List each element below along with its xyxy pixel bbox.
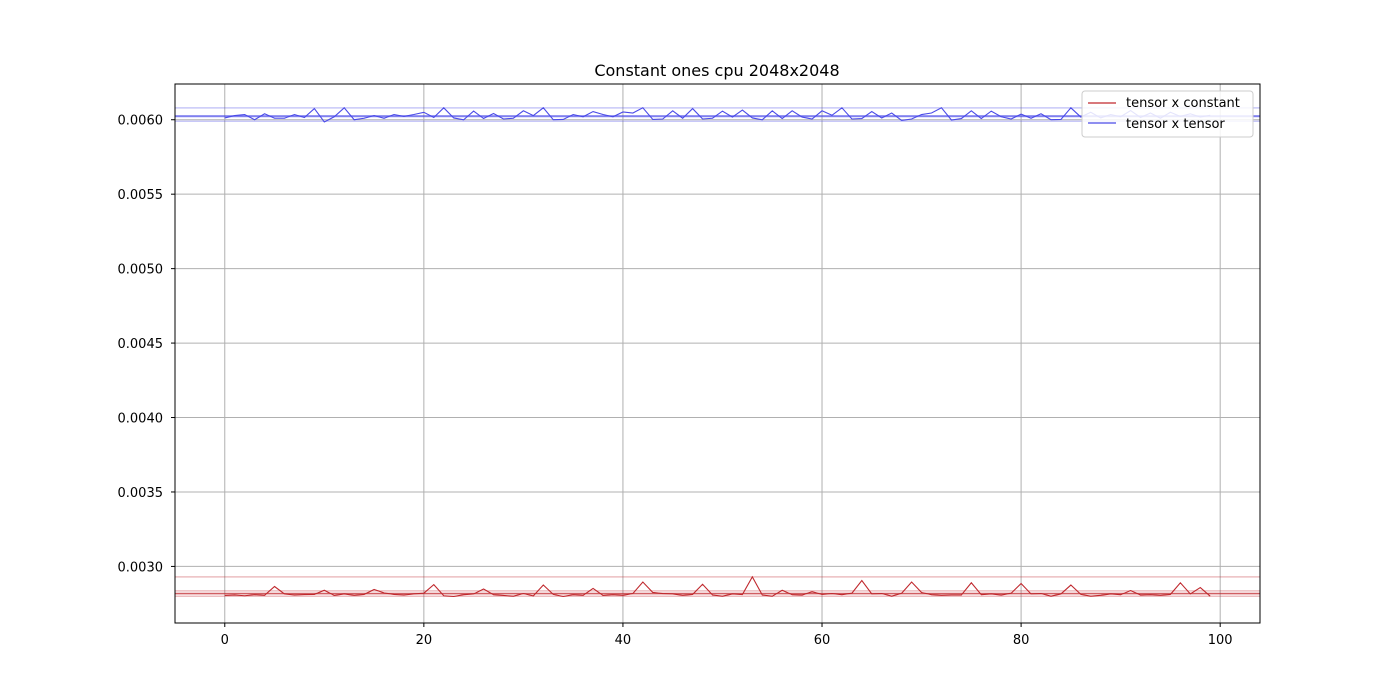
- plot-frame: [174, 83, 1261, 624]
- y-axis: 0.0030 0.0035 0.0040 0.0045 0.0050 0.0055 0.00…: [118, 114, 175, 575]
- grid: [175, 84, 1260, 623]
- x-tick-label: 40: [615, 633, 632, 648]
- y-tick-label: 0.0050: [118, 263, 164, 278]
- y-tick-label: 0.0030: [118, 560, 164, 575]
- x-tick-label: 20: [416, 633, 433, 648]
- legend-label-tensor-x-constant: tensor x constant: [1126, 96, 1240, 111]
- y-tick-label: 0.0035: [118, 486, 164, 501]
- x-axis: 0 20 40 60 80 100: [221, 623, 1233, 648]
- series-line-tensor-x-tensor: [224, 107, 1211, 123]
- legend-box: [1081, 90, 1254, 138]
- series-lines: [224, 107, 1211, 598]
- series-line-tensor-x-constant: [224, 575, 1211, 598]
- x-tick-label: 80: [1013, 633, 1030, 648]
- y-tick-label: 0.0060: [118, 114, 164, 129]
- x-tick-label: 60: [814, 633, 831, 648]
- legend-label-tensor-x-tensor: tensor x tensor: [1126, 117, 1225, 132]
- x-tick-label: 0: [221, 633, 229, 648]
- y-tick-label: 0.0055: [118, 188, 164, 203]
- chart-title: Constant ones cpu 2048x2048: [594, 61, 839, 80]
- y-tick-label: 0.0045: [118, 337, 164, 352]
- y-tick-label: 0.0040: [118, 412, 164, 427]
- reference-lines: [175, 107, 1260, 597]
- legend: tensor x constant tensor x tensor: [1081, 90, 1254, 138]
- x-tick-label: 100: [1208, 633, 1233, 648]
